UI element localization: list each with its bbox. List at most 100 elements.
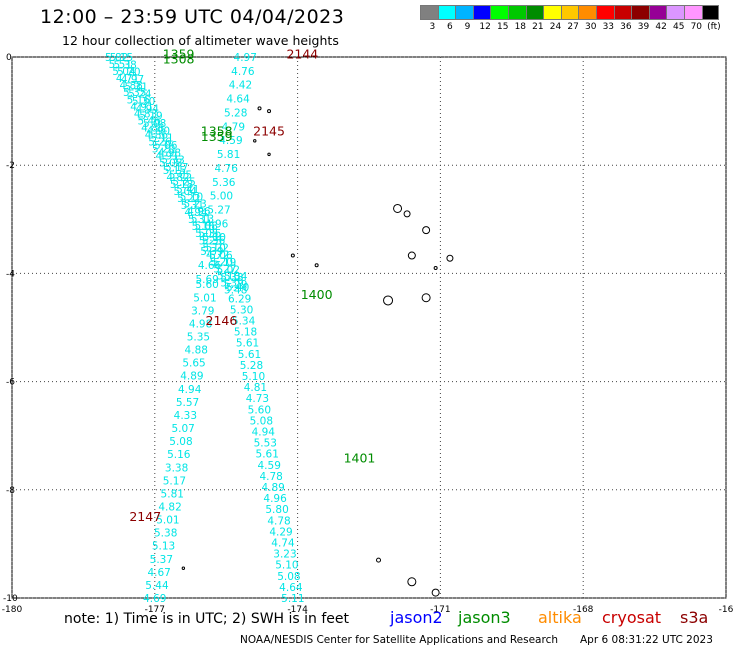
- swh-value-label: 4.94: [136, 103, 160, 115]
- swh-value-label: 4.29: [269, 526, 292, 538]
- swh-value-label: 5.35: [123, 87, 146, 99]
- swh-value-label: 5.33: [220, 272, 243, 284]
- swh-value-label: 4.88: [119, 80, 142, 92]
- scale-label: 30: [584, 22, 597, 32]
- swh-value-label: 5.04: [112, 66, 136, 78]
- y-tick-label: -8: [6, 486, 15, 496]
- swh-value-label: 5.33: [161, 155, 184, 167]
- swh-value-label: 5.02: [217, 265, 240, 277]
- legend-item-altika: altika: [538, 608, 582, 627]
- island-outline: [433, 265, 438, 270]
- swh-value-label: 5.20: [210, 256, 233, 268]
- swh-value-label: 4.82: [158, 501, 181, 513]
- swh-value-label: 4.98: [158, 147, 181, 159]
- island-outline: [393, 203, 403, 213]
- scale-label: 45: [672, 22, 685, 32]
- swh-value-label: 5.11: [150, 133, 173, 145]
- units-note: note: 1) Time is in UTC; 2) SWH is in fe…: [64, 611, 350, 627]
- scale-swatch: [472, 5, 491, 20]
- scale-label: 36: [620, 22, 632, 32]
- swh-value-label: 5.28: [224, 107, 247, 119]
- swh-value-label: 5.36: [202, 235, 226, 247]
- scale-swatch: [560, 5, 579, 20]
- swh-value-label: 5.82: [105, 52, 128, 64]
- scale-label: 39: [637, 22, 650, 32]
- swh-value-label: 4.98: [189, 318, 212, 330]
- scale-swatch: [455, 5, 473, 20]
- swh-value-label: 4.96: [263, 493, 287, 505]
- swh-value-label: 4.71: [116, 73, 139, 85]
- scale-label: 6: [447, 22, 453, 32]
- swh-value-label: 5.61: [236, 338, 259, 350]
- swh-value-label: 5.28: [240, 360, 263, 372]
- swh-value-label: 4.78: [259, 471, 282, 483]
- y-tick-label: -6: [6, 378, 15, 388]
- scale-label: 33: [602, 22, 615, 32]
- island-outline: [253, 139, 257, 143]
- legend-item-jason3: jason3: [458, 608, 511, 627]
- swh-value-label: 5.51: [109, 59, 132, 71]
- swh-value-label: 5.07: [171, 423, 194, 435]
- swh-value-label: 5.27: [213, 263, 236, 275]
- y-tick-label: -4: [6, 269, 15, 279]
- swh-value-label: 5.39: [220, 278, 243, 290]
- swh-value-label: 5.26: [148, 137, 172, 149]
- swh-value-label: 5.10: [180, 191, 203, 203]
- swh-value-label: 4.59: [258, 460, 281, 472]
- island-outline: [403, 210, 411, 218]
- swh-value-label: 5.08: [250, 415, 273, 427]
- swh-value-label: 5.40: [226, 282, 249, 294]
- swh-value-label: 5.20: [152, 144, 175, 156]
- swh-value-label: 5.25: [172, 177, 195, 189]
- swh-value-label: 5.15: [163, 165, 186, 177]
- pass-time-label: 1308: [163, 52, 195, 67]
- swh-value-label: 5.05: [195, 228, 218, 240]
- swh-value-label: 5.53: [254, 438, 277, 450]
- scale-label: 12: [479, 22, 491, 32]
- scale-swatch: [613, 5, 632, 20]
- swh-value-label: 5.16: [167, 449, 191, 461]
- swh-value-label: 5.17: [165, 162, 188, 174]
- swh-value-label: 5.08: [143, 118, 166, 130]
- swh-value-label: 4.86: [145, 130, 169, 142]
- pass-time-label: 2147: [129, 509, 161, 524]
- swh-value-label: 5.34: [224, 271, 248, 283]
- scale-swatch: [595, 5, 614, 20]
- swh-value-label: 4.69: [143, 593, 166, 605]
- island-outline: [446, 254, 454, 262]
- swh-value-label: 6.29: [228, 293, 251, 305]
- pass-time-label: 1400: [301, 287, 333, 302]
- scale-swatch: [543, 5, 561, 20]
- pass-time-label: 1359: [163, 46, 195, 61]
- island-outline: [407, 577, 417, 587]
- island-outline: [383, 295, 394, 306]
- swh-value-label: 5.31: [181, 200, 204, 212]
- scale-swatch: [420, 5, 438, 20]
- scale-swatch: [666, 5, 684, 20]
- swh-value-label: 5.48: [224, 285, 247, 297]
- swh-value-label: 5.23: [183, 199, 206, 211]
- x-tick-label: -168: [573, 605, 594, 615]
- swh-value-label: 5.16: [127, 94, 151, 106]
- swh-value-label: 4.89: [180, 371, 203, 383]
- swh-value-label: 4.91: [130, 101, 153, 113]
- swh-value-label: 4.79: [222, 121, 245, 133]
- scale-label: 21: [532, 22, 544, 32]
- swh-value-label: 4.88: [141, 122, 164, 134]
- x-tick-label: -177: [145, 605, 165, 615]
- swh-value-label: 5.13: [152, 541, 175, 553]
- swh-value-label: 5.08: [169, 436, 192, 448]
- y-tick-label: -2: [6, 161, 15, 171]
- swh-value-label: 5.81: [217, 149, 240, 161]
- swh-value-label: 5.13: [191, 213, 214, 225]
- scale-swatch: [683, 5, 702, 20]
- swh-value-label: 5.30: [132, 96, 155, 108]
- swh-value-label: 4.94: [252, 427, 276, 439]
- swh-value-label: 5.01: [156, 515, 179, 527]
- swh-value-label: 5.10: [203, 232, 226, 244]
- swh-value-label: 3.79: [191, 305, 214, 317]
- swh-value-label: 5.38: [113, 59, 136, 71]
- swh-value-label: 5.16: [192, 221, 216, 233]
- x-tick-label: -174: [287, 605, 308, 615]
